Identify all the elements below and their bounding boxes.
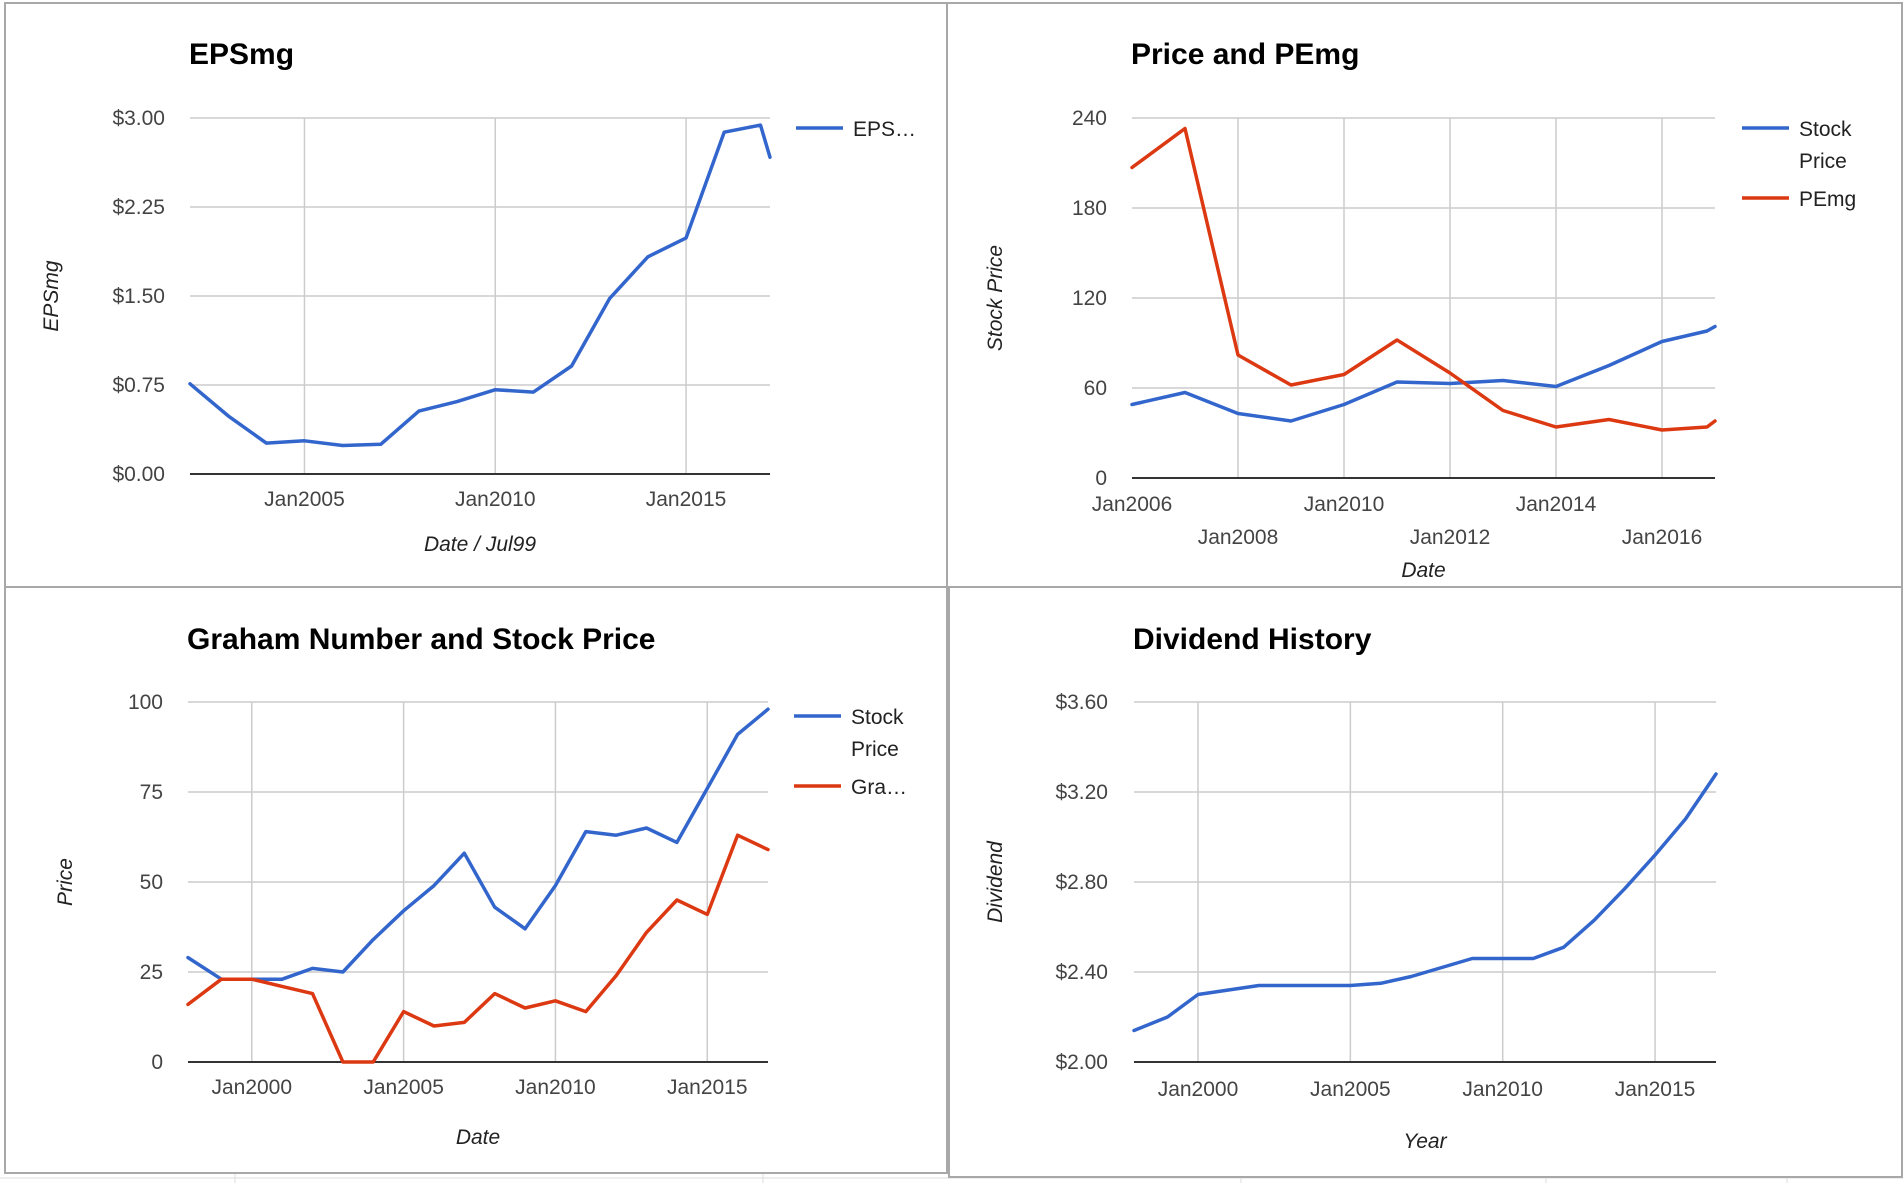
chart-panel-graham-number[interactable]: Graham Number and Stock Price 0 25 50 75 100 J…: [4, 586, 948, 1174]
price-and-pemg-chart: Price and PEmg 0 60 120 180 240 Jan2006 Jan2010…: [984, 38, 1856, 582]
y-tick-label: $3.20: [1055, 781, 1108, 804]
chart-title: EPSmg: [189, 38, 294, 71]
x-tick-label: Jan2014: [1516, 493, 1597, 516]
series-line-pemg: [1130, 126, 1717, 432]
x-tick-label: Jan2015: [667, 1076, 748, 1099]
x-axis-title: Date: [456, 1126, 500, 1149]
y-tick-label: $2.80: [1055, 871, 1108, 894]
dividend-history-chart: Dividend History $2.00 $2.40 $2.80 $3.20 $3.6…: [984, 623, 1718, 1153]
legend-label: PEmg: [1799, 188, 1856, 211]
y-tick-label: $1.50: [112, 285, 165, 308]
x-tick-label: Jan2015: [646, 488, 727, 511]
y-tick-label: 0: [1095, 467, 1107, 490]
x-tick-label: Jan2010: [1462, 1078, 1543, 1101]
chart-panel-epsmg[interactable]: EPSmg $0.00 $0.75 $1.50 $2.25 $3.00 Jan2005 Jan…: [4, 2, 948, 588]
x-tick-label: Jan2006: [1092, 493, 1173, 516]
chart-title: Dividend History: [1133, 623, 1372, 656]
series-line-gra: [186, 833, 770, 1064]
x-tick-label: Jan2000: [1158, 1078, 1239, 1101]
x-tick-label: Jan2005: [264, 488, 345, 511]
y-tick-label: 180: [1072, 197, 1107, 220]
series-line-stock-price: [1130, 324, 1717, 423]
x-tick-label: Jan2005: [1310, 1078, 1391, 1101]
x-tick-label: Jan2010: [1304, 493, 1385, 516]
chart-title: Graham Number and Stock Price: [187, 623, 656, 656]
x-tick-label: Jan2010: [455, 488, 536, 511]
series-line-dividend: [1132, 772, 1718, 1033]
y-axis-title: Dividend: [984, 840, 1007, 923]
legend-label: Gra…: [851, 776, 907, 799]
chart-title: Price and PEmg: [1131, 38, 1359, 71]
x-tick-label: Jan2008: [1198, 526, 1279, 549]
legend-label: EPS…: [853, 118, 916, 141]
y-tick-label: 100: [128, 691, 163, 714]
y-tick-label: $2.40: [1055, 961, 1108, 984]
x-tick-label: Jan2012: [1410, 526, 1491, 549]
x-axis-title: Year: [1403, 1130, 1447, 1153]
y-tick-label: 60: [1084, 377, 1107, 400]
x-axis-title: Date / Jul99: [424, 533, 536, 556]
x-axis-title: Date: [1401, 559, 1445, 582]
legend-label: Stock: [1799, 118, 1852, 141]
y-tick-label: 0: [151, 1051, 163, 1074]
epsmg-chart: EPSmg $0.00 $0.75 $1.50 $2.25 $3.00 Jan2005 Jan…: [40, 38, 916, 556]
y-tick-label: $3.00: [112, 107, 165, 130]
graham-number-chart: Graham Number and Stock Price 0 25 50 75 100 J…: [54, 623, 907, 1149]
y-axis-title: EPSmg: [40, 260, 63, 332]
y-tick-label: 120: [1072, 287, 1107, 310]
series-line-eps: [188, 123, 772, 448]
legend-label: Price: [851, 738, 899, 761]
legend-label: Stock: [851, 706, 904, 729]
y-tick-label: $3.60: [1055, 691, 1108, 714]
chart-panel-price-and-pemg[interactable]: Price and PEmg 0 60 120 180 240 Jan2006 Jan2010…: [946, 2, 1903, 588]
y-axis-title: Price: [54, 858, 77, 906]
y-tick-label: 75: [140, 781, 163, 804]
y-tick-label: $0.75: [112, 374, 165, 397]
y-tick-label: 50: [140, 871, 163, 894]
y-tick-label: $2.00: [1055, 1051, 1108, 1074]
y-tick-label: 25: [140, 961, 163, 984]
x-tick-label: Jan2010: [515, 1076, 596, 1099]
chart-panel-dividend-history[interactable]: Dividend History $2.00 $2.40 $2.80 $3.20 $3.6…: [948, 586, 1903, 1178]
x-tick-label: Jan2016: [1622, 526, 1703, 549]
x-tick-label: Jan2005: [363, 1076, 444, 1099]
y-axis-title: Stock Price: [984, 245, 1007, 351]
x-tick-label: Jan2015: [1615, 1078, 1696, 1101]
y-tick-label: $0.00: [112, 463, 165, 486]
x-tick-label: Jan2000: [211, 1076, 292, 1099]
y-tick-label: $2.25: [112, 196, 165, 219]
series-line-stock-price: [186, 707, 770, 981]
y-tick-label: 240: [1072, 107, 1107, 130]
legend-label: Price: [1799, 150, 1847, 173]
